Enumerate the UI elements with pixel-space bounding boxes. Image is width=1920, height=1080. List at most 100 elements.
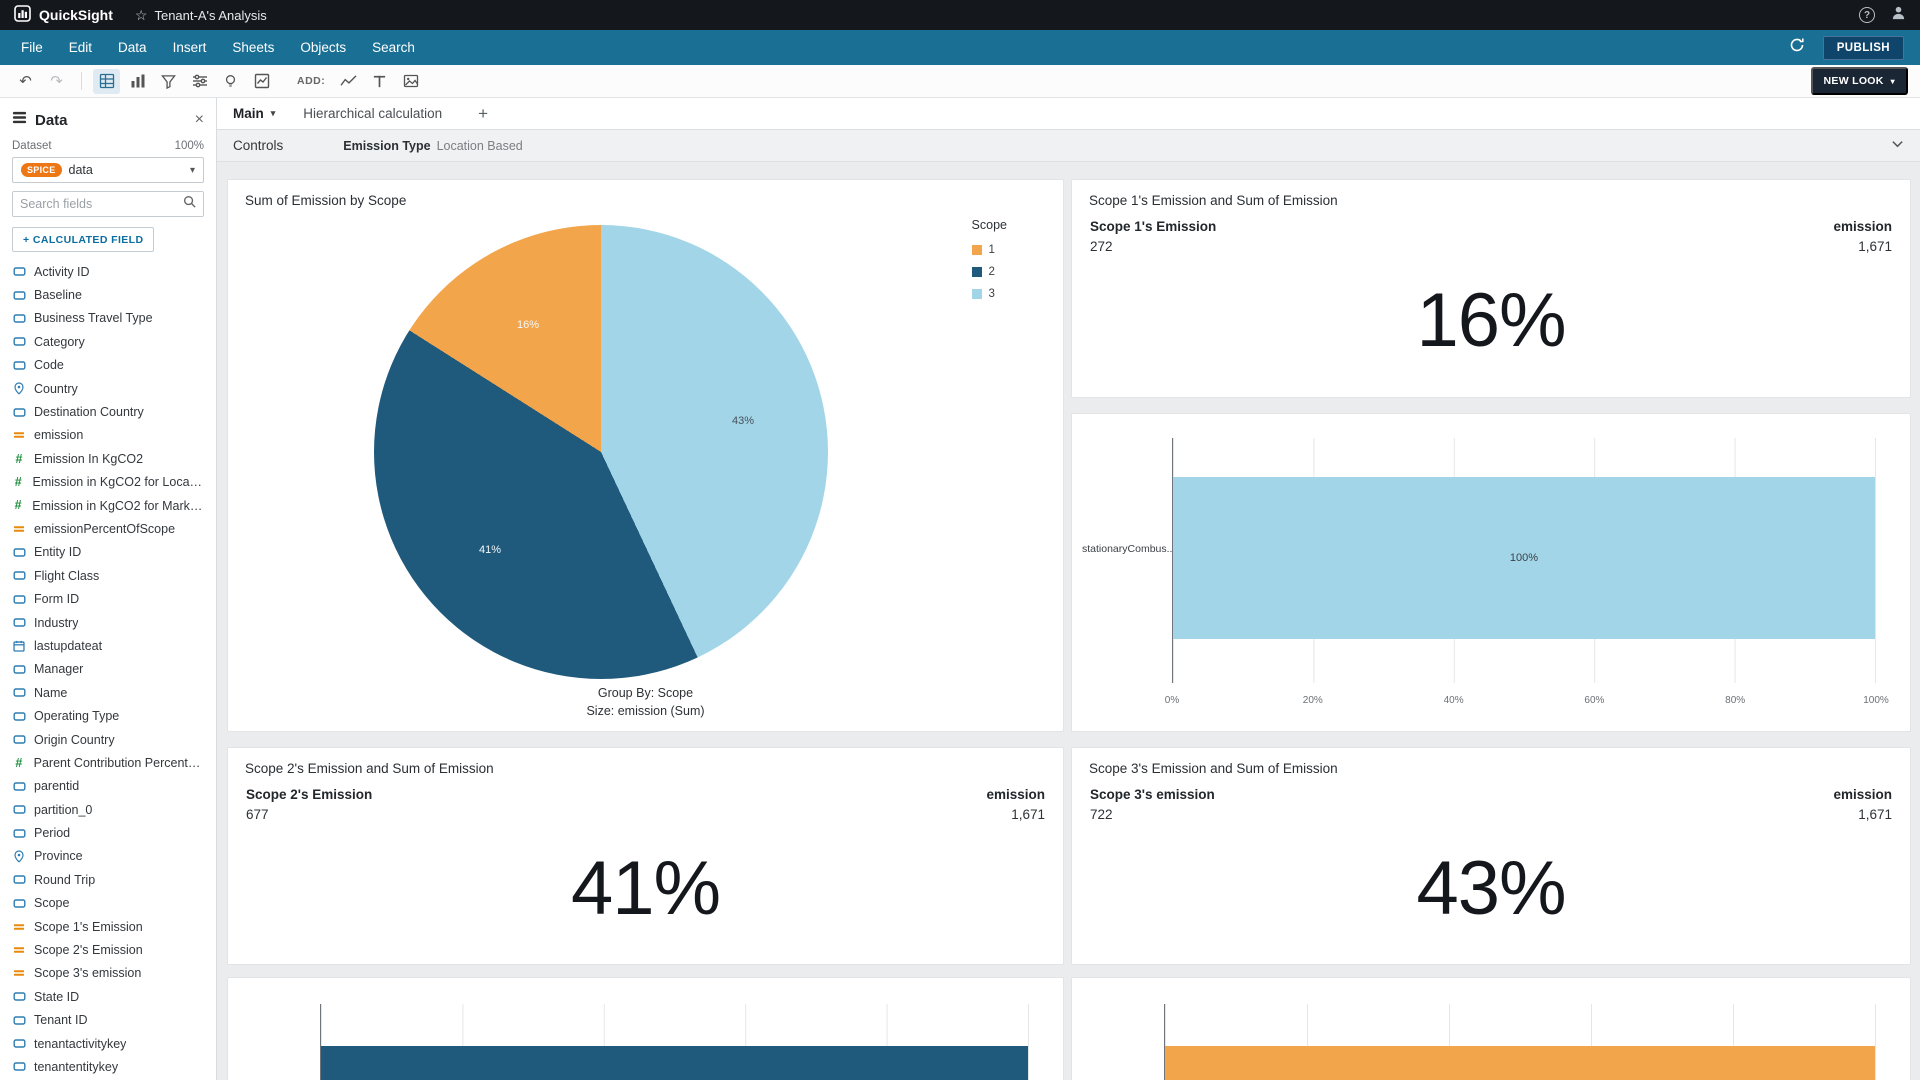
kpi-comparison-value: 1,671 (1011, 807, 1045, 822)
field-item[interactable]: Name (0, 681, 216, 704)
visual-menu-icon[interactable] (248, 69, 275, 94)
add-label: ADD: (297, 75, 326, 87)
filter-icon[interactable] (155, 69, 182, 94)
field-item[interactable]: tenantentitykey (0, 1055, 216, 1078)
tab-main-label: Main (233, 106, 264, 121)
undo-icon[interactable]: ↶ (19, 73, 32, 90)
field-item[interactable]: partition_0 (0, 798, 216, 821)
control-emission-type[interactable]: Emission Type Location Based (343, 139, 522, 153)
visual-bar-scope1-detail[interactable]: stationaryCombus... 100% 0% 20% 40% 60% 80% 1… (1071, 413, 1911, 732)
field-item[interactable]: Flight Class (0, 564, 216, 587)
size-label: Size: emission (Sum) (586, 704, 705, 719)
favorite-star-icon[interactable]: ☆ (134, 6, 148, 23)
bar[interactable] (1165, 1046, 1875, 1080)
field-label: Emission In KgCO2 (34, 451, 144, 466)
field-item[interactable]: Scope 3's emission (0, 962, 216, 985)
brand-name: QuickSight (39, 7, 113, 23)
legend-item[interactable]: 2 (971, 266, 1007, 278)
field-item[interactable]: Province (0, 845, 216, 868)
legend-item[interactable]: 3 (971, 288, 1007, 300)
redo-icon[interactable]: ↷ (50, 73, 63, 90)
field-item[interactable]: Period (0, 821, 216, 844)
dataset-dropdown[interactable]: SPICE data ▾ (12, 157, 204, 183)
field-item[interactable]: emissionPercentOfScope (0, 517, 216, 540)
menu-data[interactable]: Data (118, 40, 147, 55)
add-visual-icon[interactable] (335, 69, 362, 94)
menu-objects[interactable]: Objects (300, 40, 347, 55)
field-item[interactable]: Industry (0, 611, 216, 634)
field-item[interactable]: Round Trip (0, 868, 216, 891)
field-item[interactable]: Baseline (0, 283, 216, 306)
field-item[interactable]: Form ID (0, 587, 216, 610)
visual-types-icon[interactable] (124, 69, 151, 94)
field-item[interactable]: Manager (0, 658, 216, 681)
insights-icon[interactable] (217, 69, 244, 94)
field-label: Round Trip (34, 872, 96, 887)
dimension-icon (12, 1014, 26, 1027)
tab-main[interactable]: Main ▾ (233, 106, 275, 121)
field-item[interactable]: lastupdateat (0, 634, 216, 657)
visual-kpi-scope3[interactable]: Scope 3's Emission and Sum of Emission S… (1071, 747, 1911, 965)
chevron-down-icon: ▾ (1890, 76, 1895, 86)
refresh-icon[interactable] (1789, 37, 1805, 58)
search-fields-input[interactable] (20, 197, 183, 211)
quicksight-home-link[interactable]: QuickSight (14, 5, 113, 25)
menu-file[interactable]: File (21, 40, 43, 55)
field-item[interactable]: # Parent Contribution Percentage (0, 751, 216, 774)
dimension-icon (12, 1037, 26, 1050)
field-item[interactable]: Scope 2's Emission (0, 938, 216, 961)
field-item[interactable]: tenantactivitykey (0, 1032, 216, 1055)
numeric-icon: # (15, 451, 23, 466)
field-item[interactable]: # Emission In KgCO2 (0, 447, 216, 470)
visual-bar-scope2-detail[interactable] (227, 977, 1064, 1080)
search-icon[interactable] (183, 195, 196, 213)
field-item[interactable]: Code (0, 354, 216, 377)
publish-button[interactable]: PUBLISH (1822, 35, 1904, 60)
field-item[interactable]: parentid (0, 775, 216, 798)
menu-edit[interactable]: Edit (68, 40, 93, 55)
field-item[interactable]: Destination Country (0, 400, 216, 423)
legend-item[interactable]: 1 (971, 244, 1007, 256)
field-item[interactable]: Entity ID (0, 541, 216, 564)
field-item[interactable]: emission (0, 424, 216, 447)
field-item[interactable]: State ID (0, 985, 216, 1008)
visual-kpi-scope2[interactable]: Scope 2's Emission and Sum of Emission S… (227, 747, 1064, 965)
data-panel: Data × Dataset 100% SPICE data ▾ + CALCU… (0, 98, 217, 1080)
calculated-field-button[interactable]: + CALCULATED FIELD (12, 227, 155, 252)
pie-chart[interactable]: 43% 41% 16% (374, 225, 828, 679)
parameters-icon[interactable] (186, 69, 213, 94)
visual-bar-scope3-detail[interactable] (1071, 977, 1911, 1080)
bar[interactable] (321, 1046, 1028, 1080)
add-sheet-button[interactable]: + (478, 103, 489, 123)
field-item[interactable]: Business Travel Type (0, 307, 216, 330)
field-item[interactable]: Operating Type (0, 704, 216, 727)
field-item[interactable]: Tenant ID (0, 1009, 216, 1032)
field-item[interactable]: # Emission in KgCO2 for Market-ba... (0, 494, 216, 517)
menu-sheets[interactable]: Sheets (232, 40, 275, 55)
help-icon[interactable]: ? (1859, 7, 1875, 23)
dimension-icon (12, 616, 26, 629)
menu-insert[interactable]: Insert (172, 40, 207, 55)
field-item[interactable]: Category (0, 330, 216, 353)
menu-search[interactable]: Search (372, 40, 415, 55)
field-item[interactable]: Scope (0, 892, 216, 915)
dataset-percent: 100% (174, 140, 204, 152)
tab-hierarchical-calculation[interactable]: Hierarchical calculation (303, 106, 443, 121)
bar[interactable]: 100% (1173, 477, 1875, 639)
menu-bar: File Edit Data Insert Sheets Objects Sea… (0, 30, 1920, 65)
field-label: Scope (34, 896, 70, 911)
close-icon[interactable]: × (194, 111, 204, 128)
add-text-icon[interactable] (366, 69, 393, 94)
visual-pie-emission-by-scope[interactable]: Sum of Emission by Scope 43% 41% 16% Sco… (227, 179, 1064, 732)
field-item[interactable]: Activity ID (0, 260, 216, 283)
field-item[interactable]: Origin Country (0, 728, 216, 751)
field-item[interactable]: Country (0, 377, 216, 400)
new-look-button[interactable]: NEW LOOK ▾ (1810, 67, 1908, 95)
data-panel-icon[interactable] (93, 68, 120, 94)
visual-kpi-scope1[interactable]: Scope 1's Emission and Sum of Emission S… (1071, 179, 1911, 398)
add-image-icon[interactable] (397, 69, 424, 94)
field-item[interactable]: Scope 1's Emission (0, 915, 216, 938)
user-icon[interactable] (1891, 5, 1906, 25)
field-item[interactable]: # Emission in KgCO2 for Location-... (0, 471, 216, 494)
collapse-controls-icon[interactable] (1891, 137, 1904, 155)
